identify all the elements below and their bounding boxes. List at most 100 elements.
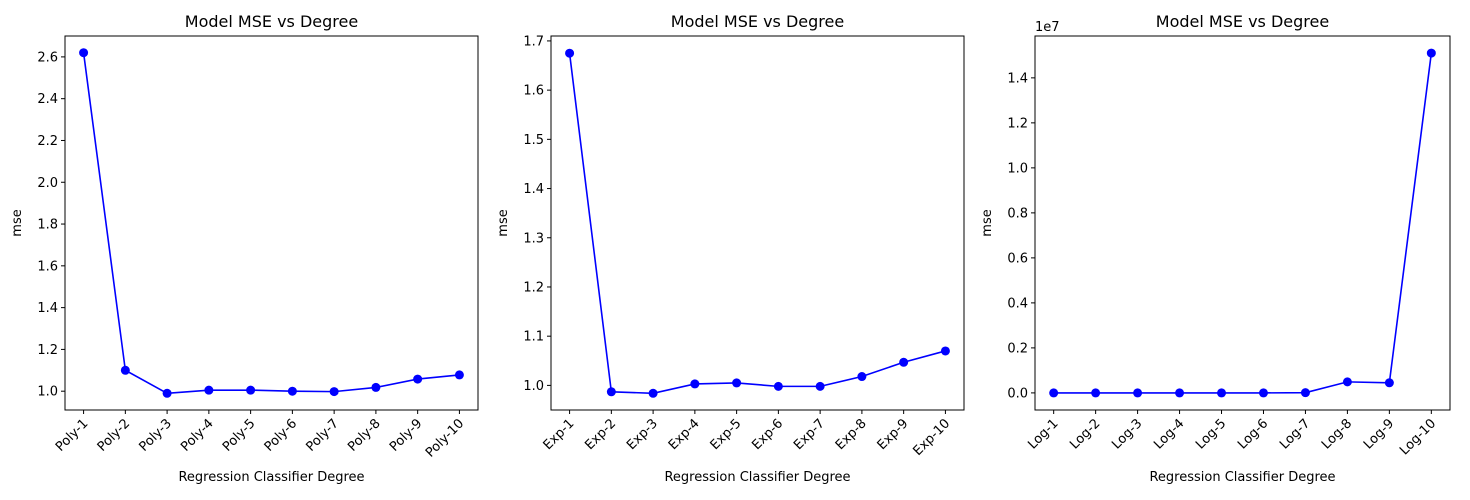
y-tick-label: 1.8	[37, 218, 58, 233]
data-point	[79, 48, 89, 58]
y-tick-label: 0.0	[1007, 386, 1028, 401]
data-point	[204, 385, 214, 395]
x-tick-label: Poly-1	[53, 416, 91, 454]
x-tick-label: Log-3	[1109, 416, 1145, 452]
x-tick-label: Log-6	[1235, 416, 1271, 452]
data-point	[413, 374, 423, 384]
x-tick-label: Exp-3	[624, 416, 661, 453]
x-tick-label: Log-10	[1397, 416, 1439, 458]
data-point	[648, 388, 658, 398]
series-line	[1053, 53, 1433, 394]
data-point	[246, 385, 256, 395]
data-point	[1049, 388, 1059, 398]
data-point	[773, 381, 783, 391]
data-point	[1175, 388, 1185, 398]
x-tick-label: Exp-4	[666, 416, 703, 453]
y-axis-label: mse	[496, 209, 511, 236]
chart-title: Model MSE vs Degree	[185, 12, 358, 31]
x-tick-label: Poly-4	[178, 416, 216, 454]
y-tick-label: 1.3	[523, 231, 544, 246]
x-tick-label: Poly-3	[136, 416, 174, 454]
plot-area-frame	[1034, 35, 1451, 411]
data-point	[1384, 378, 1394, 388]
y-axis-label: mse	[980, 209, 995, 236]
y-tick-label: 1.0	[523, 379, 544, 394]
y-tick-label: 1.0	[37, 385, 58, 400]
x-tick-label: Log-2	[1067, 416, 1103, 452]
data-point	[899, 357, 909, 367]
data-point	[120, 365, 130, 375]
y-tick-label: 2.4	[37, 92, 58, 107]
y-tick-label: 2.6	[37, 50, 58, 65]
data-point	[329, 387, 339, 397]
data-point	[565, 48, 575, 58]
y-offset-label: 1e7	[1035, 20, 1060, 35]
y-tick-label: 1.7	[523, 34, 544, 49]
y-tick-label: 0.8	[1007, 206, 1028, 221]
y-tick-label: 1.2	[1007, 116, 1028, 131]
data-point	[1091, 388, 1101, 398]
y-tick-label: 1.4	[37, 301, 58, 316]
x-tick-label: Poly-5	[220, 416, 258, 454]
data-point	[690, 379, 700, 389]
y-tick-label: 1.4	[1007, 71, 1028, 86]
data-point	[1342, 377, 1352, 387]
y-tick-label: 1.2	[523, 280, 544, 295]
x-tick-label: Log-4	[1151, 416, 1187, 452]
x-tick-label: Log-1	[1025, 416, 1061, 452]
y-tick-label: 0.2	[1007, 341, 1028, 356]
data-point	[162, 388, 172, 398]
y-tick-label: 1.1	[523, 330, 544, 345]
data-point	[1300, 388, 1310, 398]
x-tick-label: Log-5	[1193, 416, 1229, 452]
data-point	[940, 346, 950, 356]
y-axis-label: mse	[10, 209, 25, 236]
chart-panel-2: Model MSE vs Degree 1.0 1.1 1.2 1.3 1.4 1.5 1.6…	[496, 12, 965, 485]
data-point	[732, 378, 742, 388]
y-tick-label: 0.6	[1007, 251, 1028, 266]
y-tick-label: 1.2	[37, 343, 58, 358]
data-point	[606, 387, 616, 397]
y-tick-label: 1.6	[37, 259, 58, 274]
x-tick-label: Exp-9	[875, 416, 912, 453]
x-axis-label: Regression Classifier Degree	[664, 470, 850, 485]
series-line	[82, 52, 460, 395]
data-point	[287, 386, 297, 396]
x-tick-label: Log-9	[1361, 416, 1397, 452]
x-tick-label: Poly-10	[423, 416, 467, 460]
y-tick-label: 1.5	[523, 133, 544, 148]
data-point	[1217, 388, 1227, 398]
x-tick-label: Log-8	[1319, 416, 1355, 452]
y-tick-label: 2.2	[37, 134, 58, 149]
y-tick-label: 0.4	[1007, 296, 1028, 311]
y-tick-label: 2.0	[37, 176, 58, 191]
y-tick-label: 1.6	[523, 84, 544, 99]
x-tick-label: Exp-5	[708, 416, 745, 453]
x-tick-label: Exp-6	[749, 416, 786, 453]
x-tick-label: Exp-1	[541, 416, 578, 453]
x-tick-label: Poly-2	[95, 416, 133, 454]
x-tick-label: Exp-7	[791, 416, 828, 453]
series-line	[568, 53, 946, 395]
chart-panel-1: Model MSE vs Degree 1.0 1.2 1.4 1.6 1.8 2.0 2.2…	[10, 12, 479, 485]
x-axis-label: Regression Classifier Degree	[178, 470, 364, 485]
x-tick-label: Exp-10	[911, 416, 954, 459]
x-tick-label: Exp-8	[833, 416, 870, 453]
x-tick-label: Poly-6	[262, 416, 300, 454]
data-point	[454, 370, 464, 380]
data-point	[815, 381, 825, 391]
x-axis-label: Regression Classifier Degree	[1149, 470, 1335, 485]
plot-area-frame	[550, 35, 965, 411]
x-tick-label: Poly-7	[304, 416, 342, 454]
x-tick-label: Log-7	[1277, 416, 1313, 452]
y-tick-label: 1.4	[523, 182, 544, 197]
data-point	[1426, 48, 1436, 58]
data-point	[371, 382, 381, 392]
x-tick-label: Exp-2	[582, 416, 619, 453]
data-point	[1133, 388, 1143, 398]
y-tick-label: 1.0	[1007, 161, 1028, 176]
chart-panel-3: Model MSE vs Degree 0.0 0.2 0.4 0.6 0.8 1.0 1.2…	[980, 12, 1451, 485]
plot-area-frame	[64, 35, 479, 411]
data-point	[857, 372, 867, 382]
